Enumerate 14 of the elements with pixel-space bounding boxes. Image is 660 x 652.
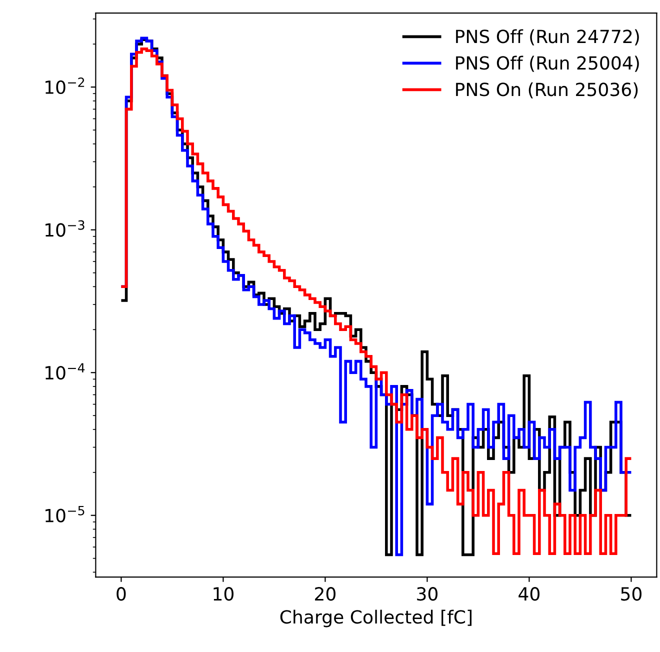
x-tick-label: 0 <box>116 587 126 601</box>
x-tick-label: 20 <box>315 587 336 601</box>
legend-label: PNS Off (Run 24772) <box>456 29 639 46</box>
x-tick-label: 40 <box>518 587 540 601</box>
legend-label: PNS Off (Run 25004) <box>456 56 639 72</box>
y-tick-label: 10$^{−4}$ <box>46 363 85 380</box>
x-tick-label: 30 <box>417 587 438 601</box>
x-axis-title: Charge Collected [fC] <box>280 610 472 628</box>
y-tick-label: 10$^{−3}$ <box>46 220 84 237</box>
y-tick-label: 10$^{−5}$ <box>46 506 84 522</box>
x-tick-label: 50 <box>621 587 642 601</box>
legend-label: PNS On (Run 25036) <box>456 82 638 98</box>
x-tick-label: 10 <box>214 587 234 601</box>
y-tick-label: 10$^{−2}$ <box>46 77 84 94</box>
